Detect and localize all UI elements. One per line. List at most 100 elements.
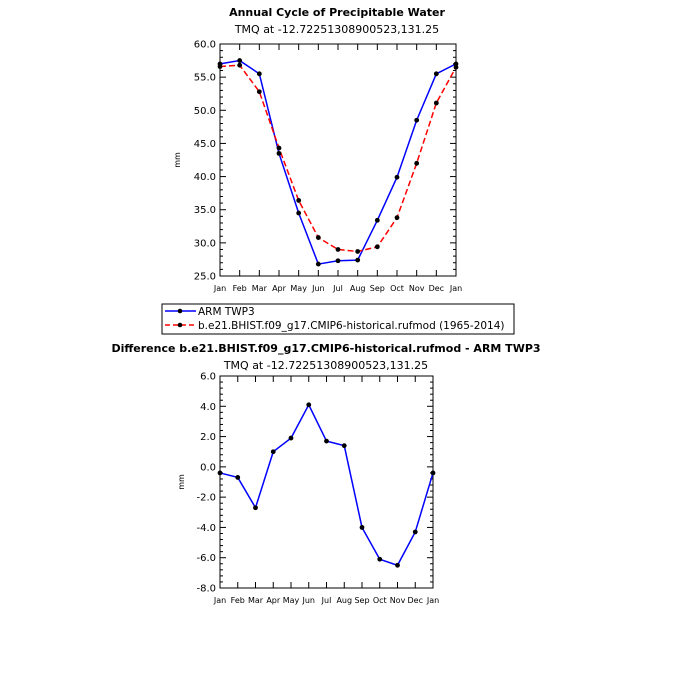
data-point xyxy=(217,470,223,476)
chart-subtitle: TMQ at -12.72251308900523,131.25 xyxy=(234,23,439,36)
data-point xyxy=(237,62,243,68)
data-point xyxy=(394,174,400,180)
x-tick-label: Jan xyxy=(213,284,226,293)
x-tick-label: Aug xyxy=(350,284,366,293)
y-tick-label: 25.0 xyxy=(194,272,216,283)
data-point xyxy=(453,61,459,67)
data-point xyxy=(270,449,276,455)
y-tick-label: 40.0 xyxy=(194,172,216,183)
annual-cycle-chart: Annual Cycle of Precipitable Water TMQ a… xyxy=(173,6,462,293)
data-point xyxy=(412,529,418,535)
data-point xyxy=(256,89,262,95)
x-tick-label: Jan xyxy=(449,284,462,293)
difference-chart: Difference b.e21.BHIST.f09_g17.CMIP6-his… xyxy=(111,342,540,605)
x-tick-label: Dec xyxy=(408,596,423,605)
y-tick-label: -2.0 xyxy=(196,493,216,504)
x-tick-label: Dec xyxy=(429,284,444,293)
legend-marker-model xyxy=(177,322,183,328)
data-point xyxy=(237,58,243,63)
y-tick-label: -4.0 xyxy=(196,523,216,534)
plot-frame xyxy=(219,375,434,589)
data-point xyxy=(414,160,420,166)
series-line-1 xyxy=(219,64,457,253)
plot-frame xyxy=(219,43,457,277)
x-tick-label: Aug xyxy=(336,596,352,605)
data-point xyxy=(430,470,436,476)
data-point xyxy=(335,247,341,252)
y-tick-label: 55.0 xyxy=(194,73,216,84)
data-point xyxy=(433,100,439,106)
data-point xyxy=(253,505,258,511)
series-line-0 xyxy=(219,59,457,265)
legend-marker-arm xyxy=(177,308,183,314)
data-point xyxy=(355,249,361,254)
x-tick-label: Mar xyxy=(248,596,264,605)
x-tick-label: Sep xyxy=(370,284,385,293)
data-point xyxy=(394,215,400,221)
y-tick-label: 4.0 xyxy=(200,402,216,413)
x-tick-label: Sep xyxy=(354,596,369,605)
legend-label-arm: ARM TWP3 xyxy=(198,306,255,318)
data-point xyxy=(288,435,294,441)
x-tick-label: Jun xyxy=(311,284,325,293)
x-tick-label: Nov xyxy=(390,596,406,605)
series-line-0 xyxy=(219,403,434,567)
y-tick-label: 45.0 xyxy=(194,139,216,150)
chart-title: Annual Cycle of Precipitable Water xyxy=(229,6,445,19)
x-tick-label: May xyxy=(283,596,300,605)
x-tick-label: Jul xyxy=(332,284,343,293)
legend-box xyxy=(161,303,515,335)
x-tick-label: Jul xyxy=(321,596,332,605)
legend: ARM TWP3 b.e21.BHIST.f09_g17.CMIP6-histo… xyxy=(161,303,515,335)
data-point xyxy=(324,438,329,444)
data-point xyxy=(359,525,365,530)
x-tick-label: Oct xyxy=(390,284,404,293)
data-point xyxy=(217,64,223,69)
y-tick-label: 50.0 xyxy=(194,106,216,117)
data-point xyxy=(374,217,380,223)
legend-label-model: b.e21.BHIST.f09_g17.CMIP6-historical.ruf… xyxy=(198,320,505,332)
x-tick-label: Feb xyxy=(233,284,247,293)
y-tick-label: 0.0 xyxy=(200,462,216,473)
y-tick-label: 30.0 xyxy=(194,238,216,249)
chart-subtitle: TMQ at -12.72251308900523,131.25 xyxy=(223,359,428,372)
data-point xyxy=(335,258,341,264)
data-point xyxy=(341,443,347,449)
x-tick-label: May xyxy=(290,284,307,293)
x-tick-label: Apr xyxy=(272,284,287,293)
y-axis-label: mm xyxy=(177,474,186,490)
data-point xyxy=(355,257,361,263)
data-point xyxy=(453,64,459,70)
x-tick-label: Mar xyxy=(252,284,268,293)
data-point xyxy=(296,210,302,216)
y-axis-label: mm xyxy=(173,152,182,168)
y-tick-label: 60.0 xyxy=(194,40,216,51)
y-tick-label: -8.0 xyxy=(196,584,216,595)
y-tick-label: 6.0 xyxy=(200,372,216,383)
x-tick-label: Jan xyxy=(213,596,226,605)
data-point xyxy=(377,556,383,562)
data-point xyxy=(374,244,380,250)
data-point xyxy=(296,198,302,203)
x-tick-label: Oct xyxy=(373,596,387,605)
data-point xyxy=(235,475,241,480)
x-tick-label: Jun xyxy=(302,596,316,605)
y-tick-label: 2.0 xyxy=(200,432,216,443)
data-point xyxy=(315,235,321,240)
x-tick-label: Feb xyxy=(231,596,245,605)
data-point xyxy=(315,261,321,267)
chart-title: Difference b.e21.BHIST.f09_g17.CMIP6-his… xyxy=(111,342,540,355)
x-tick-label: Jan xyxy=(426,596,439,605)
data-point xyxy=(395,562,400,568)
y-tick-label: -6.0 xyxy=(196,553,216,564)
data-point xyxy=(306,402,312,408)
data-point xyxy=(276,145,282,151)
data-point xyxy=(414,117,420,123)
y-tick-label: 35.0 xyxy=(194,205,216,216)
data-point xyxy=(433,71,439,77)
x-tick-label: Apr xyxy=(266,596,281,605)
data-point xyxy=(276,150,282,156)
x-tick-label: Nov xyxy=(409,284,425,293)
data-point xyxy=(256,71,262,77)
